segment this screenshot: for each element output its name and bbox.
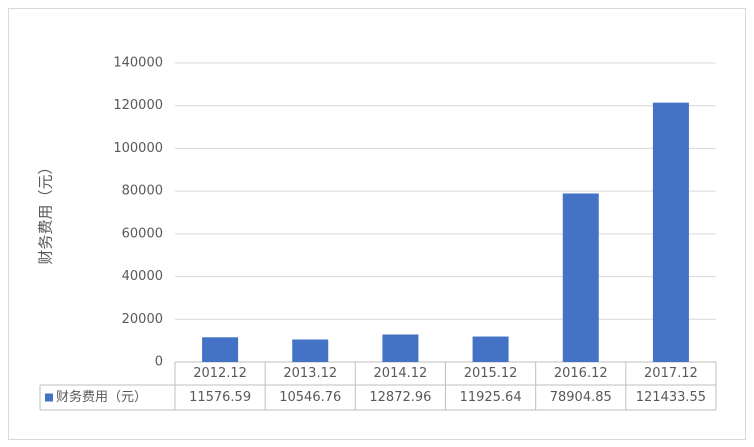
y-tick-label: 100000	[113, 141, 163, 156]
table-value: 12872.96	[369, 390, 431, 405]
x-tick-label: 2013.12	[283, 366, 337, 381]
legend-label: 财务费用（元）	[56, 389, 147, 405]
x-tick-label: 2014.12	[374, 366, 428, 381]
bar	[382, 334, 419, 362]
chart-border	[8, 8, 746, 440]
table-value: 121433.55	[636, 390, 706, 405]
y-tick-label: 80000	[122, 184, 163, 199]
x-tick-label: 2012.12	[193, 366, 247, 381]
y-tick-label: 0	[155, 355, 163, 370]
bar	[652, 102, 689, 362]
table-value: 78904.85	[550, 390, 612, 405]
y-tick-label: 140000	[113, 56, 163, 71]
bar	[202, 337, 239, 362]
y-tick-label: 20000	[122, 312, 163, 327]
y-tick-label: 40000	[122, 269, 163, 284]
y-tick-label: 120000	[113, 98, 163, 113]
x-tick-label: 2016.12	[554, 366, 608, 381]
bar	[562, 193, 599, 362]
y-axis-label: 财务费用（元）	[37, 159, 55, 264]
table-value: 11925.64	[460, 390, 522, 405]
x-tick-label: 2017.12	[644, 366, 698, 381]
bar	[292, 339, 329, 362]
y-tick-label: 60000	[122, 226, 163, 241]
table-value: 10546.76	[279, 390, 341, 405]
legend-swatch	[45, 393, 53, 402]
table-value: 11576.59	[189, 390, 251, 405]
bar	[472, 336, 509, 362]
x-tick-label: 2015.12	[464, 366, 518, 381]
